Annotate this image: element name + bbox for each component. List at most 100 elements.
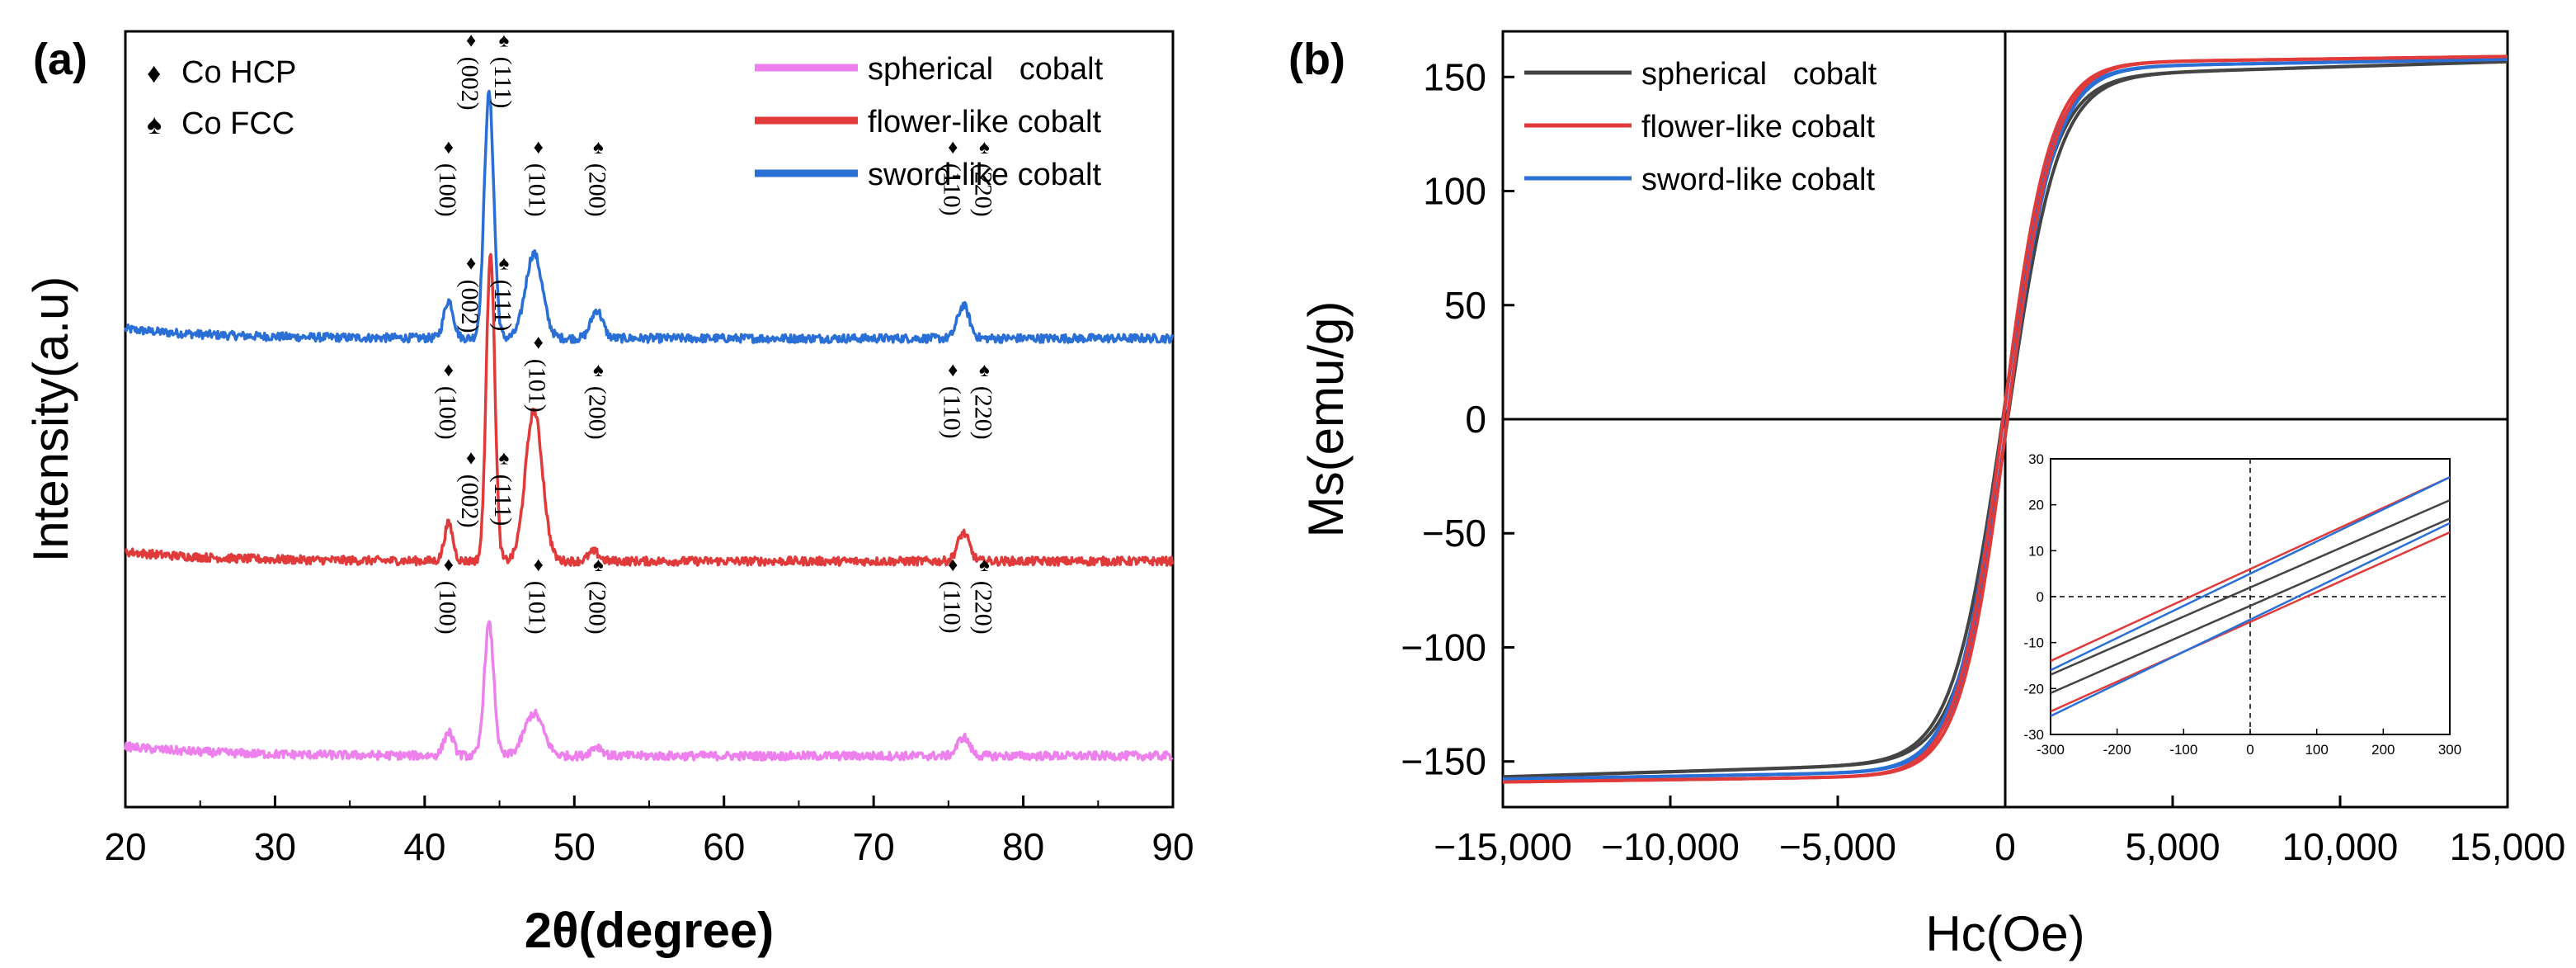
panel-a-phase-symbol-icon: ♠	[147, 109, 162, 140]
panel-b-y-tick-label: 0	[1465, 398, 1486, 441]
panel-b-inset-x-tick-label: 0	[2246, 742, 2253, 758]
panel-a-peak-symbol-icon: ♠	[499, 253, 510, 275]
panel-a-peak-hkl-label: (100)	[434, 163, 461, 217]
panel-a-x-tick-label: 20	[104, 825, 146, 868]
panel-a-peak-label: ♠ (111)	[489, 30, 516, 109]
panel-a-peak-label: ♦ (101)	[524, 136, 551, 217]
panel-a-x-axis-tick-labels: 20 30 40 50 60 70 80 90	[104, 825, 1194, 868]
panel-a-y-axis-label: Intensity(a.u)	[23, 276, 78, 563]
panel-b-y-tick-label: 100	[1423, 170, 1486, 213]
panel-a-series-line	[124, 620, 1174, 762]
panel-a-x-axis-ticks	[124, 796, 1175, 807]
panel-b-legend-label: spherical cobalt	[1641, 57, 1877, 92]
panel-a-peak-symbol-icon: ♦	[466, 447, 476, 470]
panel-b-inset-y-tick-label: -30	[2023, 727, 2044, 743]
panel-a-peak-symbol-icon: ♦	[534, 332, 544, 354]
panel-b-series-lower-branch	[1503, 54, 2508, 784]
panel-a-peak-label: ♦ (110)	[938, 136, 965, 216]
panel-b-x-tick-label: −10,000	[1601, 825, 1740, 868]
panel-a-peak-label: ♠ (220)	[969, 554, 996, 635]
panel-b-inset-y-tick-label: -20	[2023, 681, 2044, 696]
panel-a-peak-symbol-icon: ♦	[444, 359, 454, 381]
panel-a-peak-hkl-label: (100)	[434, 581, 461, 635]
panel-a-peak-hkl-label: (200)	[583, 581, 610, 635]
panel-b-inset-series-line	[2050, 498, 2451, 676]
panel-a-peak-hkl-label: (111)	[489, 280, 516, 332]
panel-a-peak-hkl-label: (111)	[489, 475, 516, 526]
panel-b-x-tick-label: 5,000	[2125, 825, 2220, 868]
panel-a-peak-label: ♦ (100)	[434, 136, 461, 217]
panel-a-peak-symbol-icon: ♠	[593, 554, 604, 576]
panel-a-series-line	[125, 253, 1175, 567]
panel-a: (a) 20 30 40 50 60 70 80 90 2θ(degree) Intensit…	[23, 30, 1194, 958]
panel-a-peak-hkl-label: (111)	[489, 57, 516, 109]
panel-b-inset-x-tick-label: -200	[2103, 742, 2131, 758]
panel-b-legend-label: flower-like cobalt	[1641, 110, 1875, 144]
panel-a-x-tick-label: 70	[853, 825, 895, 868]
panel-b-x-tick-label: −5,000	[1779, 825, 1896, 868]
panel-b-label: (b)	[1288, 35, 1345, 84]
panel-a-peak-hkl-label: (110)	[938, 581, 965, 634]
panel-a-label: (a)	[33, 35, 87, 84]
panel-b-x-tick-label: 10,000	[2282, 825, 2399, 868]
panel-b-inset-y-tick-label: 0	[2037, 589, 2044, 605]
panel-a-peak-hkl-label: (100)	[434, 386, 461, 440]
panel-a-peak-symbol-icon: ♦	[444, 136, 454, 158]
panel-a-peak-symbol-icon: ♦	[466, 30, 476, 52]
panel-a-peak-hkl-label: (002)	[456, 280, 483, 333]
panel-a-peak-label: ♠ (220)	[969, 359, 996, 440]
panel-a-x-tick-label: 60	[703, 825, 745, 868]
panel-a-peak-label: ♦ (002)	[456, 253, 483, 333]
panel-b-inset-x-tick-label: 100	[2305, 742, 2328, 758]
panel-b-inset-series-line	[2050, 476, 2451, 672]
panel-b-y-tick-label: −150	[1401, 740, 1486, 783]
panel-a-peak-label: ♦ (110)	[938, 554, 965, 634]
panel-a-x-tick-label: 90	[1151, 825, 1194, 868]
panel-a-peak-label: ♦ (101)	[524, 332, 551, 413]
panel-b-inset-x-tick-label: -300	[2037, 742, 2065, 758]
panel-a-peak-label: ♠ (200)	[583, 554, 610, 635]
panel-a-peak-symbol-icon: ♠	[593, 136, 604, 158]
panel-a-peak-label: ♦ (110)	[938, 359, 965, 439]
panel-b-inset-series-line	[2050, 517, 2451, 695]
panel-a-peak-label: ♦ (101)	[524, 554, 551, 635]
panel-a-series	[124, 89, 1175, 762]
panel-b-inset-x-tick-label: 300	[2438, 742, 2461, 758]
panel-b-y-tick-label: 150	[1423, 55, 1486, 98]
panel-a-peak-label: ♠ (200)	[583, 136, 610, 217]
panel-a-peak-symbol-icon: ♠	[593, 359, 604, 381]
panel-a-peak-hkl-label: (220)	[969, 581, 996, 635]
panel-b-y-axis-label: Ms(emu/g)	[1298, 301, 1354, 538]
panel-a-peak-label: ♠ (111)	[489, 253, 516, 332]
panel-a-peak-symbol-icon: ♦	[444, 554, 454, 576]
panel-a-peak-hkl-label: (110)	[938, 386, 965, 439]
panel-b-inset-y-tick-label: 20	[2028, 498, 2044, 513]
panel-b-legend: spherical cobalt flower-like cobalt sword-…	[1524, 57, 1877, 197]
panel-a-peak-hkl-label: (101)	[524, 359, 551, 413]
panel-b-y-axis-tick-labels: −150 −100 −50 0 50 100 150	[1401, 55, 1486, 782]
panel-a-peak-symbol-icon: ♦	[948, 554, 958, 576]
panel-a-peak-symbol-icon: ♦	[948, 136, 958, 158]
panel-a-peak-hkl-label: (002)	[456, 475, 483, 528]
panel-a-peak-labels: ♦(100)♦(002)♠(111)♦(101)♠(200)♦(110)♠(22…	[434, 30, 997, 635]
panel-a-peak-symbol-icon: ♦	[534, 136, 544, 158]
panel-a-phase-legend: ♦ Co HCP ♠ Co FCC	[147, 55, 296, 141]
panel-a-peak-hkl-label: (101)	[524, 581, 551, 635]
panel-a-peak-label: ♠ (220)	[969, 136, 996, 217]
panel-b-x-axis-ticks	[1501, 796, 2509, 807]
panel-a-x-tick-label: 30	[254, 825, 296, 868]
panel-a-peak-label: ♠ (200)	[583, 359, 610, 440]
panel-a-peak-symbol-icon: ♦	[466, 253, 476, 275]
panel-b-x-tick-label: −15,000	[1434, 825, 1572, 868]
panel-b-x-tick-label: 0	[1994, 825, 2016, 868]
panel-a-peak-hkl-label: (002)	[456, 57, 483, 111]
panel-b-zero-axes	[1503, 31, 2508, 807]
panel-b-legend-label: sword-like cobalt	[1641, 163, 1875, 197]
panel-a-peak-label: ♦ (100)	[434, 359, 461, 440]
panel-b-inset-y-tick-label: 10	[2028, 543, 2044, 559]
panel-a-peak-label: ♠ (111)	[489, 447, 516, 526]
panel-a-x-tick-label: 40	[403, 825, 445, 868]
panel-a-phase-legend-label: Co HCP	[181, 55, 296, 90]
panel-a-plot-frame	[124, 30, 1175, 809]
